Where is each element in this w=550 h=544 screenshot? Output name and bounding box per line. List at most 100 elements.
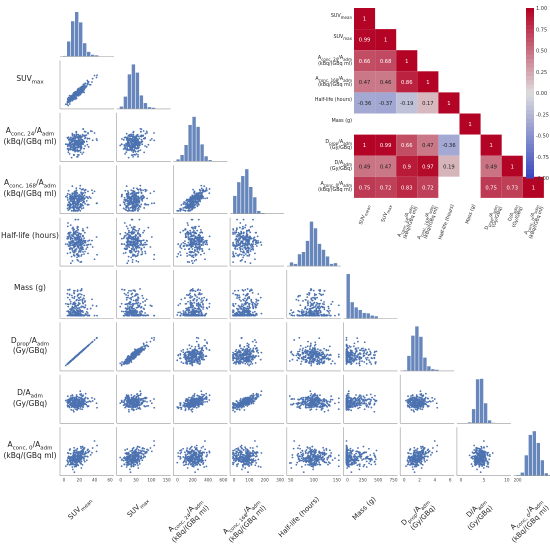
point-4-1-217 bbox=[128, 232, 130, 234]
point-3-2-256 bbox=[196, 197, 198, 199]
point-5-3-258 bbox=[252, 315, 254, 317]
point-5-1-228 bbox=[147, 314, 149, 316]
point-5-0-73 bbox=[94, 315, 96, 317]
point-4-3-178 bbox=[250, 226, 252, 228]
point-5-4-197 bbox=[312, 300, 314, 302]
point-6-3-181 bbox=[244, 363, 246, 365]
point-6-1-234 bbox=[132, 354, 134, 356]
point-6-0-245 bbox=[67, 363, 69, 365]
point-5-3-12 bbox=[234, 290, 236, 292]
point-3-2-252 bbox=[192, 204, 194, 206]
point-4-2-249 bbox=[190, 252, 192, 254]
point-5-3-248 bbox=[243, 290, 245, 292]
point-6-3-198 bbox=[246, 348, 248, 350]
point-3-1-206 bbox=[141, 200, 143, 202]
hist-bar-half_life-1 bbox=[294, 264, 297, 266]
point-4-2-235 bbox=[194, 250, 196, 252]
point-4-0-247 bbox=[76, 230, 78, 232]
point-5-4-129 bbox=[314, 293, 316, 295]
point-5-2-257 bbox=[192, 310, 194, 312]
point-4-1-45 bbox=[128, 260, 130, 262]
point-5-2-256 bbox=[196, 314, 198, 316]
point-4-1-247 bbox=[135, 230, 137, 232]
point-4-2-233 bbox=[185, 244, 187, 246]
point-3-1-231 bbox=[151, 203, 153, 205]
point-5-2-236 bbox=[191, 315, 193, 317]
point-6-3-104 bbox=[232, 352, 234, 354]
point-5-3-134 bbox=[260, 297, 262, 299]
point-3-2-258 bbox=[200, 192, 202, 194]
point-5-1-139 bbox=[141, 295, 143, 297]
point-4-3-145 bbox=[232, 229, 234, 231]
point-5-2-250 bbox=[184, 315, 186, 317]
point-6-2-197 bbox=[206, 355, 208, 357]
point-3-1-241 bbox=[139, 197, 141, 199]
point-6-2-134 bbox=[203, 359, 205, 361]
point-4-1-98 bbox=[137, 253, 139, 255]
point-3-1-162 bbox=[130, 189, 132, 191]
point-3-2-197 bbox=[206, 187, 208, 189]
point-4-3-191 bbox=[240, 251, 242, 253]
point-5-4-256 bbox=[316, 314, 318, 316]
point-5-0-210 bbox=[70, 303, 72, 305]
point-3-2-219 bbox=[209, 188, 211, 190]
point-2-0-232 bbox=[73, 138, 75, 140]
point-4-1-192 bbox=[137, 232, 139, 234]
point-4-3-239 bbox=[244, 227, 246, 229]
point-5-2-195 bbox=[198, 297, 200, 299]
point-3-0-6 bbox=[87, 190, 89, 192]
point-5-2-76 bbox=[199, 289, 201, 291]
point-5-3-219 bbox=[257, 303, 259, 305]
point-4-0-232 bbox=[73, 237, 75, 239]
point-5-2-212 bbox=[191, 307, 193, 309]
point-5-2-230 bbox=[193, 299, 195, 301]
point-3-2-194 bbox=[182, 209, 184, 211]
point-4-2-87 bbox=[187, 231, 189, 233]
point-4-2-210 bbox=[185, 236, 187, 238]
point-4-2-58 bbox=[200, 229, 202, 231]
point-5-1-222 bbox=[132, 304, 134, 306]
point-4-3-247 bbox=[248, 230, 250, 232]
point-4-0-182 bbox=[72, 250, 74, 252]
point-4-2-53 bbox=[176, 256, 178, 258]
point-4-0-241 bbox=[81, 243, 83, 245]
point-2-0-253 bbox=[85, 131, 87, 133]
point-6-3-167 bbox=[242, 348, 244, 350]
point-5-4-0 bbox=[309, 301, 311, 303]
point-5-0-231 bbox=[96, 305, 98, 307]
point-3-1-161 bbox=[133, 209, 135, 211]
point-6-2-258 bbox=[200, 350, 202, 352]
point-3-0-247 bbox=[76, 196, 78, 198]
point-5-1-220 bbox=[126, 299, 128, 301]
point-4-2-21 bbox=[189, 230, 191, 232]
point-1-0-259 bbox=[69, 100, 71, 102]
point-5-1-254 bbox=[132, 313, 134, 315]
point-2-1-256 bbox=[127, 139, 129, 141]
point-5-1-206 bbox=[141, 311, 143, 313]
point-5-3-151 bbox=[249, 290, 251, 292]
point-4-1-199 bbox=[125, 234, 127, 236]
point-5-2-193 bbox=[197, 289, 199, 291]
point-2-1-48 bbox=[146, 146, 148, 148]
point-3-2-134 bbox=[203, 185, 205, 187]
point-4-1-254 bbox=[132, 242, 134, 244]
point-4-3-193 bbox=[250, 243, 252, 245]
point-4-3-219 bbox=[257, 235, 259, 237]
point-3-1-35 bbox=[150, 192, 152, 194]
point-4-0-191 bbox=[84, 251, 86, 253]
point-4-1-242 bbox=[136, 255, 138, 257]
point-4-2-217 bbox=[193, 232, 195, 234]
point-4-1-220 bbox=[126, 248, 128, 250]
point-5-3-139 bbox=[245, 295, 247, 297]
point-4-2-211 bbox=[194, 260, 196, 262]
point-5-4-184 bbox=[297, 296, 299, 298]
point-6-3-152 bbox=[239, 355, 241, 357]
point-5-3-253 bbox=[256, 313, 258, 315]
point-4-1-233 bbox=[125, 244, 127, 246]
point-5-4-109 bbox=[316, 302, 318, 304]
point-6-0-259 bbox=[69, 361, 71, 363]
point-5-3-193 bbox=[250, 289, 252, 291]
point-4-3-56 bbox=[237, 248, 239, 250]
point-2-1-232 bbox=[131, 138, 133, 140]
point-5-4-126 bbox=[338, 304, 340, 306]
